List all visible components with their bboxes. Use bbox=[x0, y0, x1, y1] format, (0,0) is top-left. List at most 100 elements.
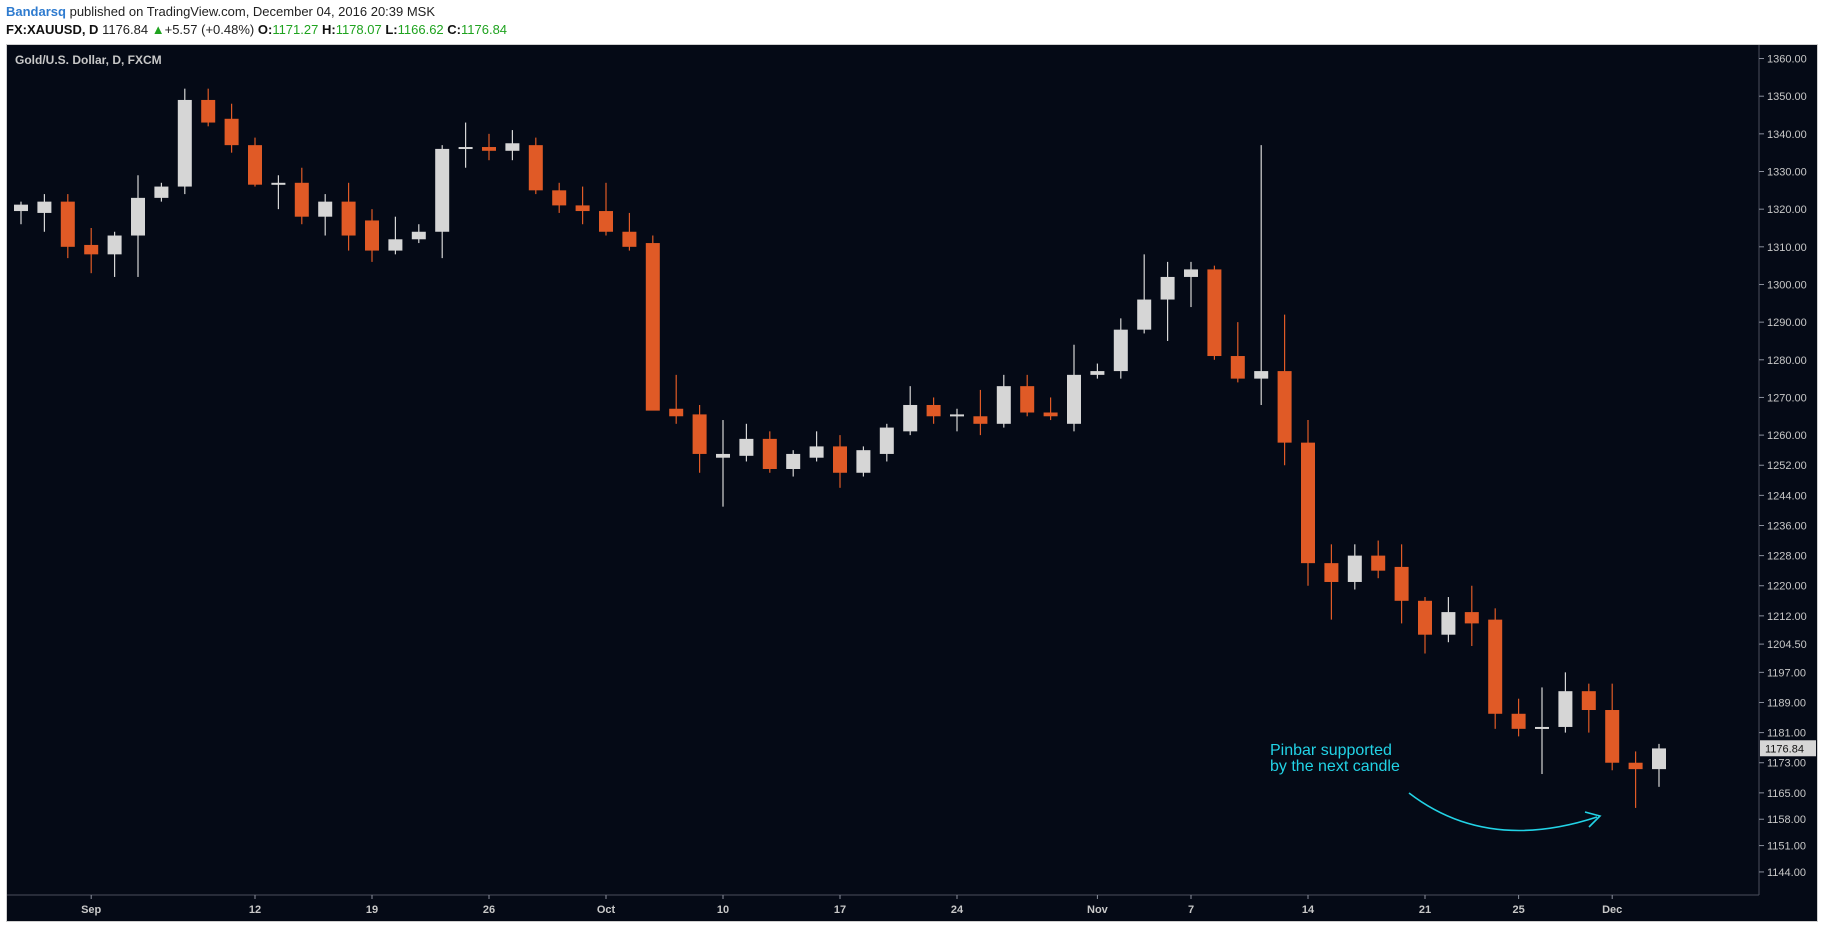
y-tick-label: 1290.00 bbox=[1767, 317, 1807, 329]
candle-body-down bbox=[622, 231, 637, 247]
y-tick-label: 1220.00 bbox=[1767, 581, 1807, 593]
y-tick-label: 1360.00 bbox=[1767, 54, 1807, 66]
chart-title: Gold/U.S. Dollar, D, FXCM bbox=[15, 53, 162, 67]
high-label: H: bbox=[321, 22, 336, 37]
candle-body-up bbox=[1184, 269, 1198, 277]
candle-body-up bbox=[996, 386, 1011, 424]
candlestick-chart[interactable]: Gold/U.S. Dollar, D, FXCM 1360.00 1350.00 1… bbox=[7, 45, 1817, 921]
candle-body-up bbox=[1067, 374, 1081, 424]
candle-body-up bbox=[177, 99, 192, 187]
chart-frame[interactable]: Gold/U.S. Dollar, D, FXCM 1360.00 1350.00 1… bbox=[6, 44, 1818, 922]
candle-body-up bbox=[318, 201, 333, 217]
candle-body-down bbox=[973, 416, 988, 424]
x-tick-label: 19 bbox=[366, 904, 378, 916]
up-arrow-icon: ▲ bbox=[151, 22, 165, 37]
y-tick-label: 1189.00 bbox=[1767, 697, 1806, 709]
y-tick-label: 1197.00 bbox=[1767, 667, 1806, 679]
x-tick-label: 26 bbox=[483, 904, 495, 916]
candle-body-down bbox=[762, 438, 777, 469]
candle-body-down bbox=[60, 201, 75, 247]
candle-body-up bbox=[1558, 691, 1573, 727]
y-tick-label: 1300.00 bbox=[1767, 279, 1807, 291]
y-tick-label: 1320.00 bbox=[1767, 204, 1807, 216]
y-tick-label: 1280.00 bbox=[1767, 355, 1807, 367]
candle-body-up bbox=[411, 231, 426, 240]
annotation-arrow bbox=[1408, 792, 1598, 832]
candle-body-down bbox=[599, 211, 613, 232]
ohlc-info: FX:XAUUSD, D 1176.84 ▲+5.57 (+0.48%) O:1… bbox=[6, 22, 507, 37]
candle-body-up bbox=[154, 186, 169, 198]
candle-body-up bbox=[37, 201, 52, 213]
candle-body-up bbox=[786, 453, 801, 469]
y-tick-label: 1330.00 bbox=[1767, 167, 1807, 179]
open-value: 1171.27 bbox=[272, 22, 319, 37]
y-tick-label: 1350.00 bbox=[1767, 91, 1807, 103]
x-tick-label: 24 bbox=[951, 904, 964, 916]
y-tick-label: 1270.00 bbox=[1767, 392, 1807, 404]
last-price-label: 1176.84 bbox=[1765, 743, 1804, 755]
y-tick-label: 1144.00 bbox=[1767, 867, 1806, 879]
candle-body-down bbox=[1464, 612, 1479, 624]
y-tick-label: 1340.00 bbox=[1767, 129, 1807, 141]
high-value: 1178.07 bbox=[335, 22, 382, 37]
candle-body-up bbox=[950, 414, 964, 417]
candle-body-down bbox=[224, 118, 239, 146]
y-tick-label: 1158.00 bbox=[1767, 814, 1806, 826]
candle-body-up bbox=[1090, 371, 1105, 375]
candle-body-down bbox=[365, 220, 379, 251]
candle-body-down bbox=[669, 408, 684, 417]
candle-body-down bbox=[1301, 442, 1315, 564]
close-label: C: bbox=[447, 22, 461, 37]
y-tick-label: 1310.00 bbox=[1767, 242, 1807, 254]
y-tick-label: 1252.00 bbox=[1767, 460, 1807, 472]
candle-body-down bbox=[1324, 563, 1339, 582]
candle-body-down bbox=[552, 190, 567, 206]
x-tick-label: Dec bbox=[1602, 904, 1622, 916]
x-tick-label: 12 bbox=[249, 904, 261, 916]
candle-body-up bbox=[809, 446, 824, 458]
candle-body-up bbox=[1441, 612, 1456, 635]
arrow-head-icon bbox=[1584, 811, 1602, 828]
candle-body-up bbox=[1535, 726, 1549, 729]
candle-body-up bbox=[458, 147, 473, 150]
candle-body-up bbox=[14, 204, 28, 212]
candle-body-down bbox=[1511, 713, 1526, 729]
y-tick-label: 1165.00 bbox=[1767, 788, 1806, 800]
candle-body-down bbox=[575, 205, 590, 212]
x-tick-label: 7 bbox=[1188, 904, 1194, 916]
candle-body-down bbox=[341, 201, 356, 236]
candle-body-down bbox=[248, 145, 262, 185]
candle-body-down bbox=[482, 147, 496, 151]
candle-body-down bbox=[645, 243, 660, 411]
y-tick-label: 1173.00 bbox=[1767, 758, 1806, 770]
annotation-text: Pinbar supported bbox=[1270, 742, 1392, 759]
author-link[interactable]: Bandarsq bbox=[6, 4, 66, 19]
candle-body-up bbox=[879, 427, 894, 454]
low-label: L: bbox=[385, 22, 398, 37]
candle-body-up bbox=[716, 453, 730, 458]
close-value: 1176.84 bbox=[461, 22, 508, 37]
y-tick-label: 1181.00 bbox=[1767, 728, 1806, 740]
candle-body-down bbox=[1605, 710, 1620, 763]
x-tick-label: 14 bbox=[1302, 904, 1315, 916]
x-tick-label: 17 bbox=[834, 904, 846, 916]
x-tick-label: Nov bbox=[1087, 904, 1109, 916]
candle-body-down bbox=[528, 145, 543, 191]
candle-body-up bbox=[1652, 748, 1666, 770]
candle-body-down bbox=[1020, 386, 1035, 413]
y-tick-label: 1228.00 bbox=[1767, 551, 1807, 563]
candle-body-up bbox=[1137, 299, 1152, 330]
candle-body-up bbox=[1160, 276, 1175, 300]
candle-body-up bbox=[505, 143, 520, 151]
low-value: 1166.62 bbox=[397, 22, 444, 37]
candle-body-down bbox=[1230, 356, 1245, 379]
candle-body-up bbox=[107, 235, 122, 255]
publish-info: Bandarsq published on TradingView.com, D… bbox=[6, 4, 435, 19]
candle-body-down bbox=[926, 404, 941, 417]
y-tick-label: 1151.00 bbox=[1767, 841, 1806, 853]
candle-body-up bbox=[1254, 371, 1269, 379]
candle-body-down bbox=[1394, 566, 1409, 601]
candle-body-down bbox=[294, 182, 309, 217]
candle-body-down bbox=[692, 414, 707, 454]
candle-body-down bbox=[1277, 371, 1292, 443]
